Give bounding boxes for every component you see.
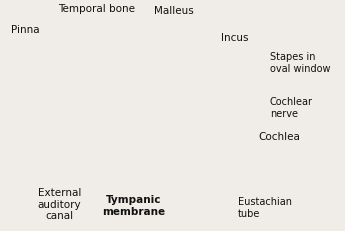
Text: Cochlear
nerve: Cochlear nerve: [270, 97, 313, 118]
Text: Eustachian
tube: Eustachian tube: [238, 197, 292, 218]
Text: Pinna: Pinna: [11, 24, 39, 34]
Text: Cochlea: Cochlea: [258, 131, 300, 141]
Text: Incus: Incus: [221, 32, 249, 43]
Text: Malleus: Malleus: [154, 6, 194, 16]
Text: Tympanic
membrane: Tympanic membrane: [102, 194, 165, 216]
Text: Temporal bone: Temporal bone: [58, 4, 135, 14]
Text: Stapes in
oval window: Stapes in oval window: [270, 52, 331, 73]
Text: External
auditory
canal: External auditory canal: [38, 187, 81, 220]
